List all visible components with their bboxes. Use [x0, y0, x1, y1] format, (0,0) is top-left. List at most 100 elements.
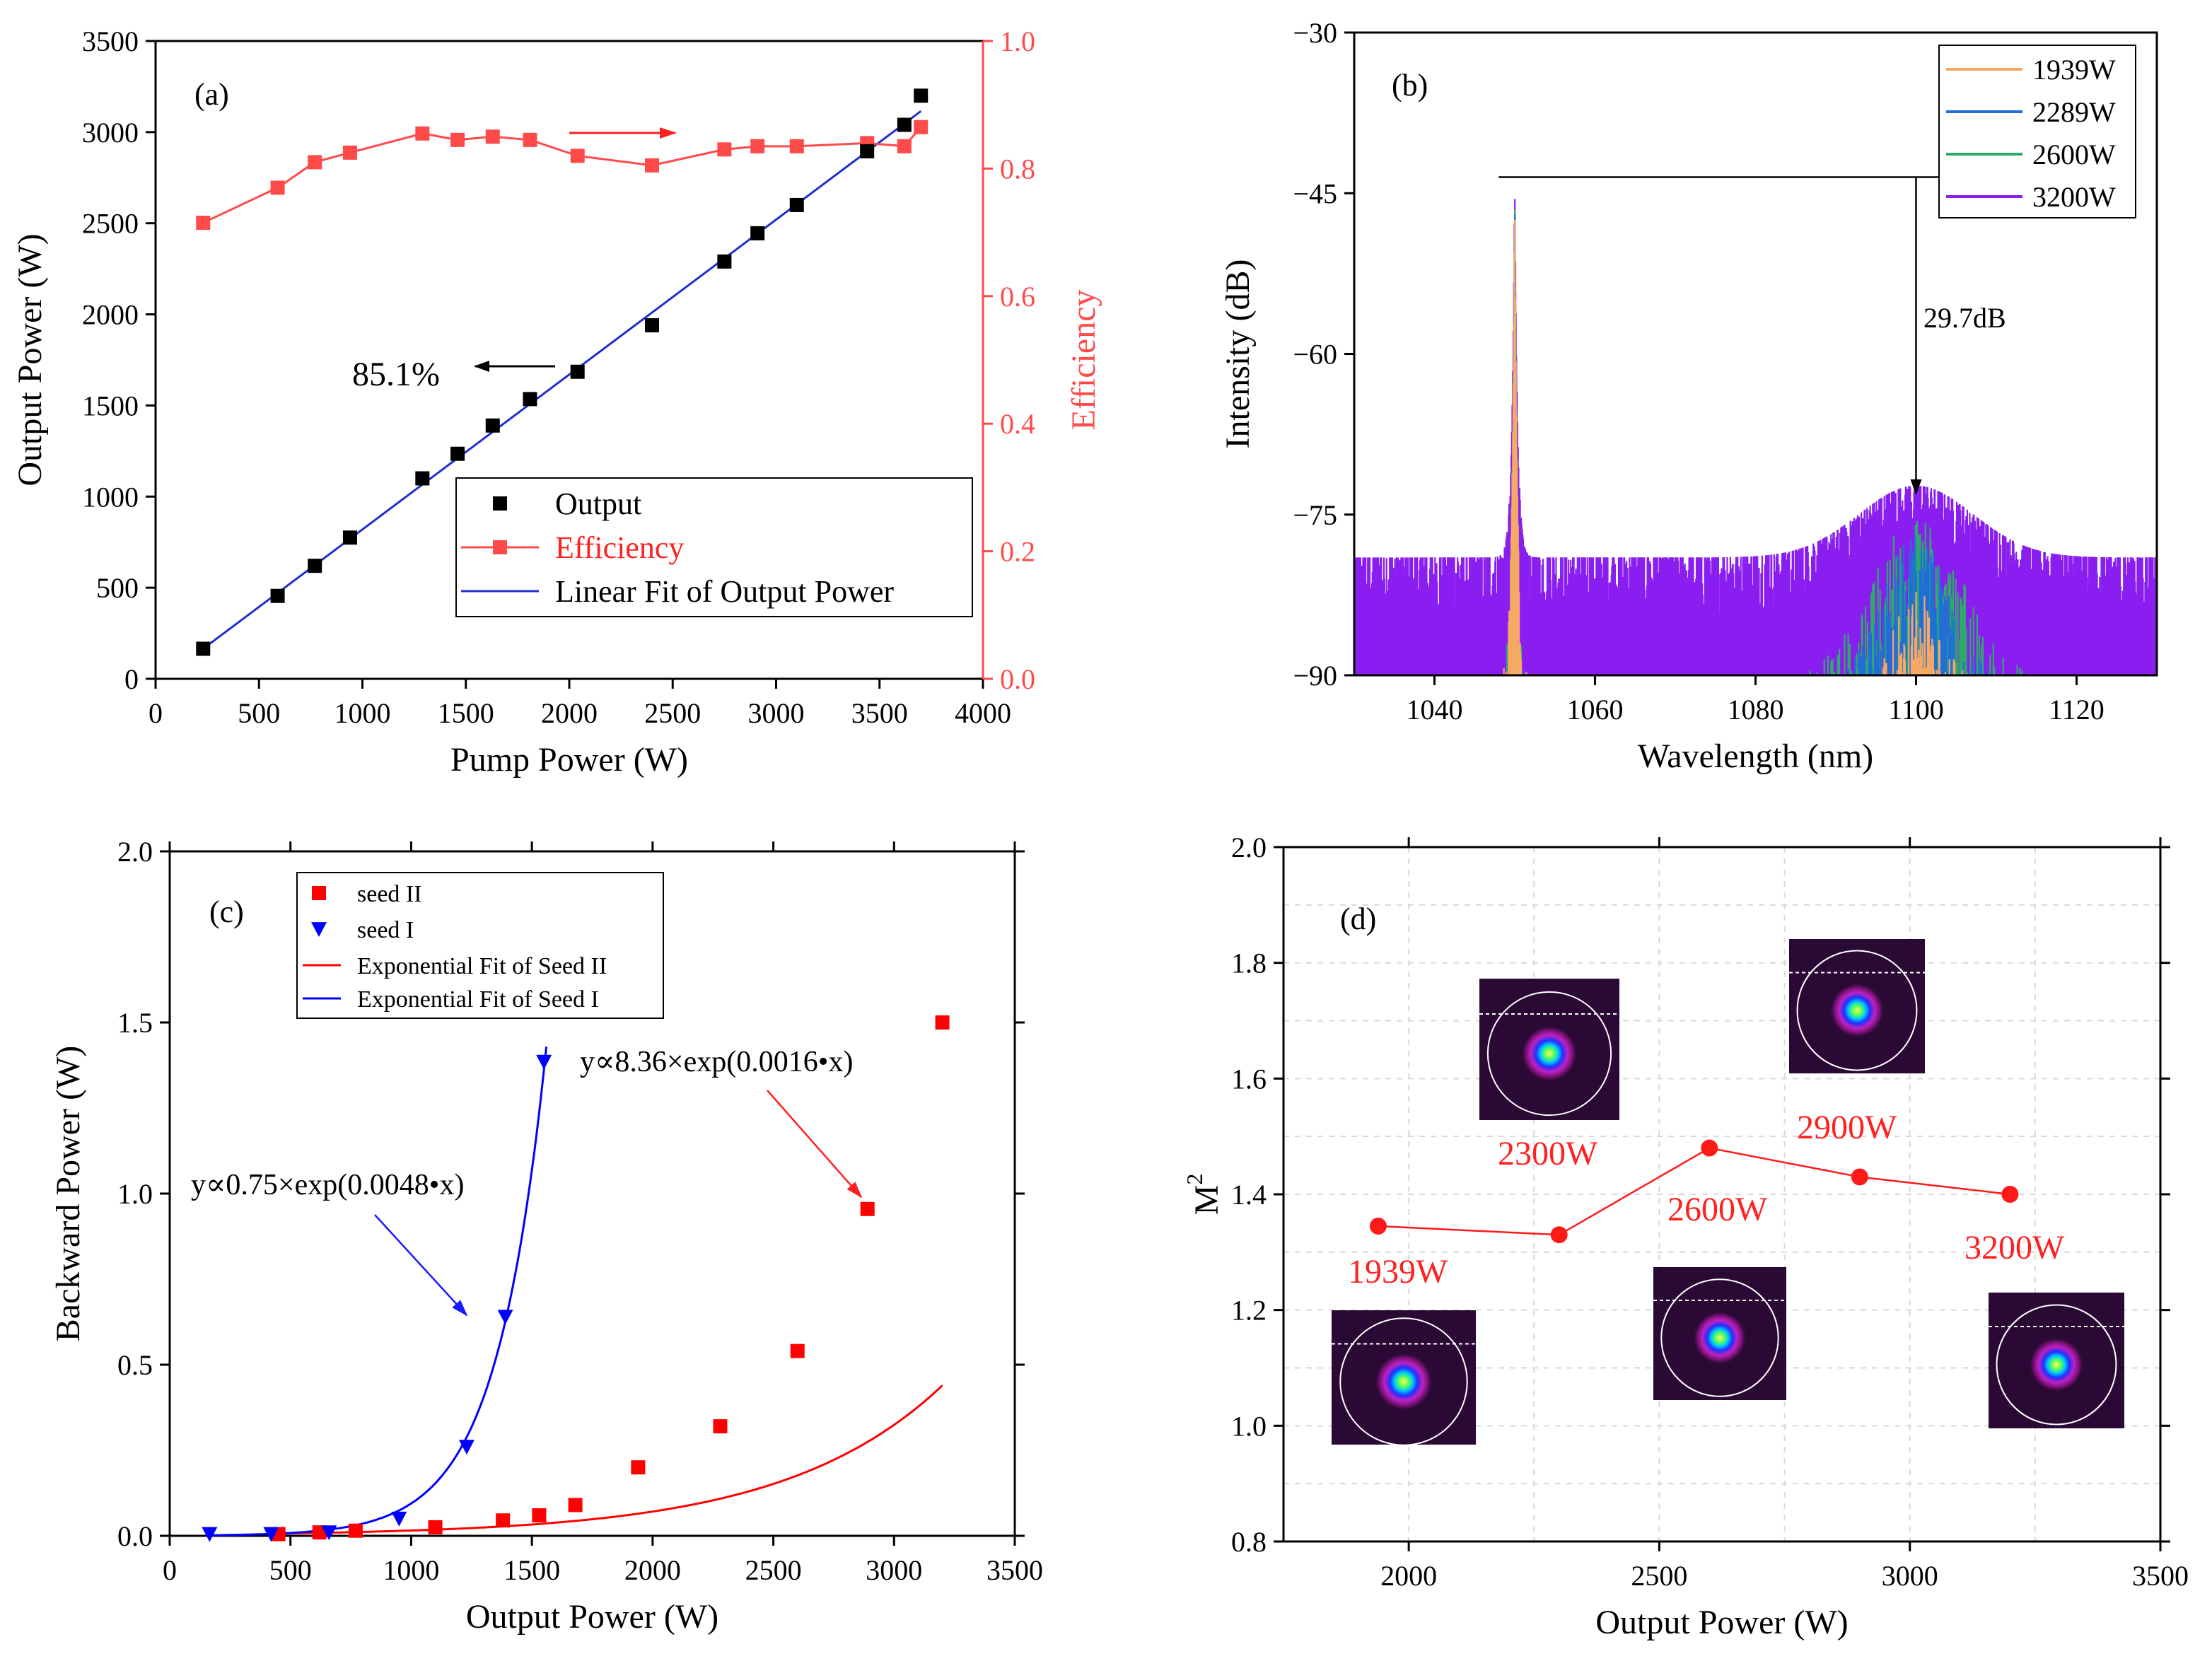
x-tick-label: 1000 — [383, 1554, 439, 1586]
seed-II-arrow — [767, 1090, 863, 1199]
legend-label-3200W: 3200W — [2032, 181, 2116, 213]
seed-II-point — [568, 1498, 583, 1512]
output-point — [270, 588, 285, 603]
legend-a: Output Efficiency Linear Fit of Output Pow… — [455, 477, 973, 617]
legend-label-efficiency: Efficiency — [555, 530, 684, 565]
output-point — [750, 226, 765, 240]
x-tick-label: 2500 — [745, 1554, 802, 1586]
beam-profile-inset — [1989, 1293, 2124, 1428]
y-tick-label: 1.4 — [1231, 1179, 1267, 1211]
legend-label-2600W: 2600W — [2032, 139, 2116, 170]
y-tick-label: 3500 — [82, 25, 139, 57]
legend-swatch-seed-I — [311, 922, 327, 937]
legend-b: 1939W 2289W 2600W 3200W — [1938, 45, 2136, 218]
y-tick-label: 0.8 — [1231, 1526, 1267, 1558]
panel-b: 1040 1060 1080 1100 1120 −90 −75 −60 −45 −30 Wavel… — [1219, 17, 2158, 775]
m2-point — [1701, 1139, 1718, 1157]
efficiency-point — [789, 139, 804, 153]
x-tick-label: 1500 — [438, 697, 494, 729]
x-tick-label: 500 — [238, 697, 280, 729]
y-tick-label: 2.0 — [1231, 832, 1267, 863]
output-point — [485, 418, 500, 433]
output-point — [570, 364, 585, 379]
y-axis-title-sup: 2 — [1182, 1174, 1207, 1185]
fit-seed-II-equation: y∝8.36×exp(0.0016•x) — [580, 1046, 853, 1078]
beam-spot — [1829, 983, 1885, 1038]
seed-I-arrow — [374, 1214, 468, 1317]
output-point — [196, 641, 211, 656]
output-point — [415, 471, 430, 486]
legend-label-seed-II: seed II — [357, 881, 422, 907]
y-axis-title: Intensity (dB) — [1219, 260, 1257, 449]
x-tick-label: 1120 — [2049, 694, 2105, 725]
x-tick-label: 2000 — [1380, 1560, 1437, 1592]
y-tick-label: 2000 — [82, 299, 139, 331]
panel-c: 0 500 1000 1500 2000 2500 3000 3500 0.0 0.5 1.0 1.5… — [50, 836, 1043, 1636]
x-tick-label: 1100 — [1888, 694, 1944, 725]
power-label: 2900W — [1797, 1109, 1897, 1146]
y2-tick-label: 0.8 — [1000, 153, 1035, 185]
beam-spot — [1521, 1025, 1578, 1082]
y-tick-label: 0.5 — [117, 1349, 153, 1381]
y-tick-label: 1.2 — [1231, 1295, 1267, 1327]
m2-point — [1369, 1218, 1387, 1235]
output-point — [914, 88, 929, 103]
legend-label-fit: Linear Fit of Output Power — [555, 574, 894, 609]
output-point — [897, 117, 912, 132]
panel-d: 2000 2500 3000 3500 0.8 1.0 1.2 1.4 1.6 1.8 2.0 Out… — [1182, 832, 2189, 1641]
beam-profile-inset — [1332, 1310, 1476, 1446]
x-tick-label: 3500 — [2132, 1560, 2189, 1592]
spectrum-2289W — [1354, 215, 2157, 675]
y-tick-label: −30 — [1293, 17, 1337, 49]
efficiency-point — [415, 126, 430, 141]
y-tick-label: 1.5 — [117, 1007, 153, 1039]
seed-II-point — [631, 1460, 646, 1475]
x-tick-label: 2500 — [644, 697, 701, 729]
x-axis-title: Output Power (W) — [1595, 1604, 1848, 1641]
efficiency-point — [523, 132, 537, 147]
x-tick-label: 2500 — [1631, 1560, 1687, 1592]
x-tick-label: 500 — [269, 1554, 312, 1586]
y-axis-title: Output Power (W) — [11, 233, 49, 486]
panel-label: (a) — [194, 77, 229, 112]
output-point — [523, 392, 537, 407]
efficiency-point — [914, 119, 929, 134]
output-point — [645, 318, 659, 333]
efficiency-point — [485, 129, 500, 144]
m2-point — [1550, 1226, 1568, 1244]
panel-label: (b) — [1392, 68, 1428, 103]
x-axis-title: Output Power (W) — [466, 1598, 718, 1636]
y-tick-label: −60 — [1293, 339, 1337, 371]
x-tick-label: 0 — [163, 1554, 177, 1586]
seed-I-point — [536, 1054, 552, 1070]
spectra-group — [1354, 199, 2157, 675]
y-axis-title-main: M — [1188, 1185, 1226, 1216]
x-tick-label: 1500 — [503, 1554, 560, 1586]
efficiency-point — [450, 132, 465, 147]
efficiency-point — [750, 139, 765, 153]
output-point — [789, 197, 804, 212]
legend-label-2289W: 2289W — [2032, 96, 2116, 128]
panel-label: (c) — [209, 894, 244, 929]
legend-c: seed II seed I Exponential Fit of Seed II E… — [296, 872, 664, 1019]
efficiency-point — [196, 216, 211, 231]
legend-swatch-efficiency — [493, 540, 507, 554]
legend-label-1939W: 1939W — [2032, 54, 2116, 86]
power-label: 3200W — [1964, 1229, 2065, 1266]
y-tick-label: −90 — [1293, 660, 1337, 692]
y-tick-label: −45 — [1293, 177, 1337, 209]
y-tick-label: 500 — [96, 572, 139, 604]
efficiency-point — [308, 155, 322, 170]
m2-point — [1851, 1168, 1868, 1186]
beam-profile-inset — [1789, 939, 1925, 1073]
y-tick-label: 1.0 — [1231, 1410, 1267, 1442]
y-tick-label: 3000 — [82, 117, 139, 148]
efficiency-point — [270, 180, 285, 195]
y-axis-title: Backward Power (W) — [50, 1046, 87, 1342]
y2-tick-label: 0.2 — [1000, 536, 1035, 568]
y2-tick-label: 0.0 — [1000, 663, 1035, 695]
output-point — [308, 559, 322, 573]
legend-swatch-seed-II — [312, 886, 326, 900]
seed-II-point — [532, 1508, 547, 1522]
